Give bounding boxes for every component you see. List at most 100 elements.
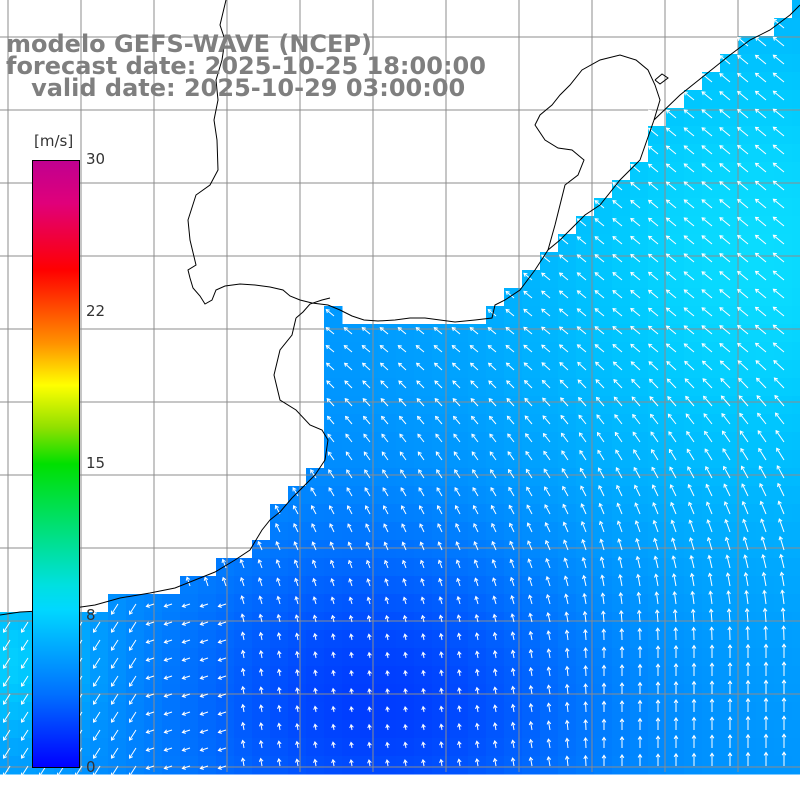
wind-arrow [437,559,443,569]
wind-arrow [362,415,371,425]
wind-arrow [365,523,371,533]
wind-arrow [564,629,570,641]
wind-arrow [544,504,551,515]
wind-arrow [385,706,390,713]
wind-arrow [668,448,677,461]
wind-arrow [560,432,569,443]
wind-arrow [581,574,587,587]
wind-arrow [683,253,695,263]
wind-arrow [727,644,733,658]
wind-arrow [367,670,372,677]
wind-arrow [275,559,281,569]
wind-arrow [456,595,461,605]
wind-arrow [528,685,534,695]
wind-arrow [399,433,407,443]
coastline-southwest [0,317,329,616]
wind-arrow [709,698,715,712]
wind-arrow [367,651,372,659]
wind-arrow [510,594,515,605]
wind-arrow [434,380,443,389]
wind-arrow [491,559,497,569]
wind-arrow [673,626,679,641]
wind-arrow [240,613,245,623]
wind-arrow [614,431,623,443]
wind-arrow [181,693,191,698]
wind-arrow [673,644,679,658]
wind-arrow [310,469,317,479]
wind-arrow [772,180,785,191]
wind-arrow [439,741,444,749]
wind-arrow [344,380,353,389]
wind-arrow [763,715,769,730]
wind-arrow [382,469,389,479]
wind-arrow [528,648,534,659]
wind-arrow [583,719,588,731]
wind-arrow [452,398,461,407]
wind-arrow [576,326,587,335]
wind-arrow [647,199,659,209]
wind-arrow [612,181,623,191]
wind-arrow [3,639,11,651]
wind-arrow [469,344,479,353]
wind-arrow [397,327,407,335]
wind-arrow [745,697,751,712]
wind-arrow [740,447,749,461]
wind-arrow [381,451,389,461]
wind-arrow [617,538,623,551]
wind-arrow [295,722,300,731]
wind-arrow [631,396,641,407]
wind-arrow [419,541,425,551]
wind-arrow [737,234,749,245]
wind-arrow [683,235,695,245]
wind-arrow [276,577,281,587]
wind-arrow [683,343,695,353]
wind-arrow [673,662,679,676]
wind-arrow [701,289,713,299]
wind-arrow [3,675,11,687]
wind-arrow [665,91,677,101]
wind-arrow [719,235,731,245]
wind-arrow [688,519,695,533]
wind-arrow [594,290,605,299]
wind-arrow [754,306,767,317]
wind-arrow [702,395,713,407]
wind-arrow [683,127,695,137]
wind-arrow [667,395,677,407]
wind-arrow [668,431,677,443]
wind-arrow [672,590,677,605]
wind-arrow [580,485,587,497]
wind-arrow [439,651,444,659]
wind-arrow [561,468,569,479]
wind-arrow [546,612,551,623]
wind-arrow [403,723,408,731]
wind-arrow [145,711,155,716]
wind-arrow [181,621,191,626]
wind-arrow [93,747,101,759]
wind-arrow [595,379,605,389]
wind-arrow [3,657,11,669]
wind-arrow [329,559,335,569]
wind-arrow [614,414,623,425]
wind-arrow [772,198,785,209]
wind-arrow [754,90,767,101]
wind-arrow [181,747,191,752]
wind-arrow [737,162,749,173]
wind-arrow [647,289,659,299]
wind-arrow [583,701,588,713]
wind-arrow [199,693,209,698]
wind-arrow [686,430,695,443]
wind-arrow [738,395,749,407]
wind-arrow [709,680,715,694]
wind-arrow [655,753,661,766]
wind-arrow [564,611,569,623]
wind-arrow [344,398,353,407]
wind-arrow [492,722,498,731]
wind-arrow [181,711,191,716]
wind-arrow [326,380,335,389]
wind-arrow [670,501,677,515]
wind-arrow [578,432,587,443]
wind-arrow [275,522,281,533]
wind-arrow [701,235,713,245]
wind-arrow [401,559,407,569]
wind-arrow [327,451,335,461]
